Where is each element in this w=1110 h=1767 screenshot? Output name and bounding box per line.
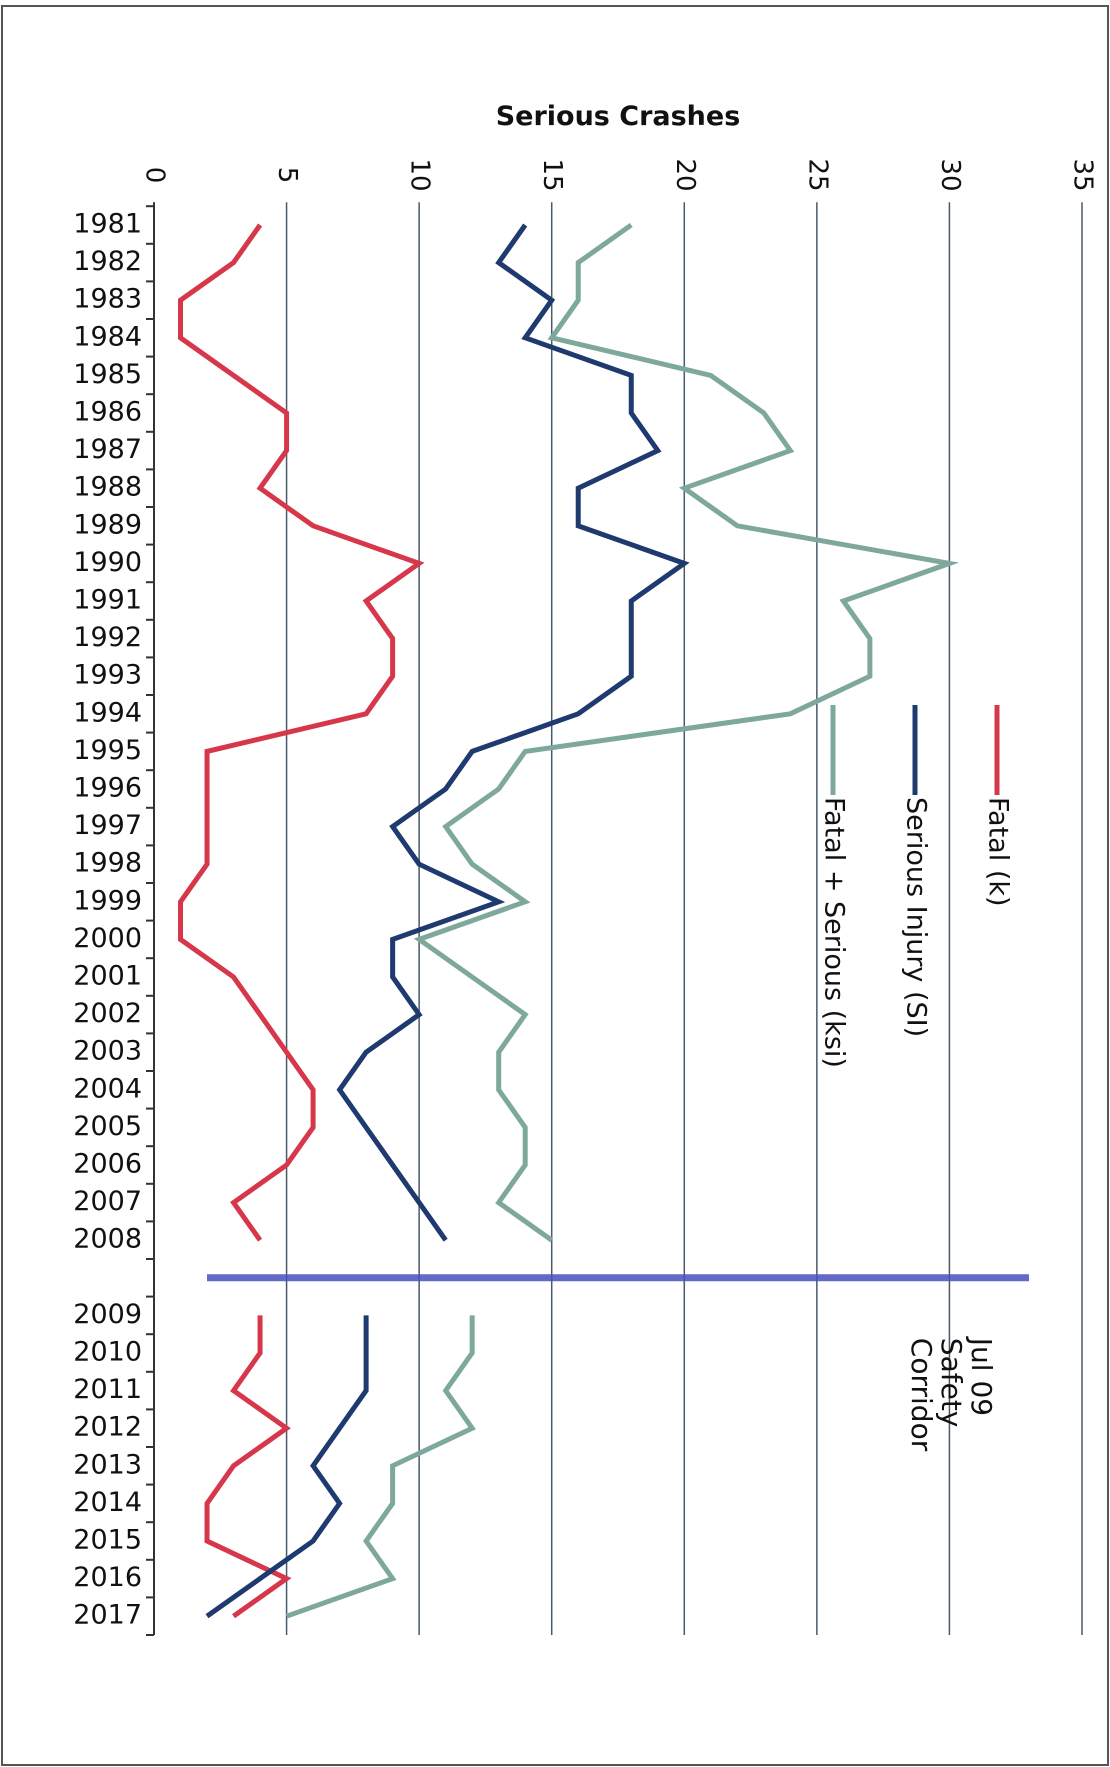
category-label: 1991 — [73, 585, 142, 616]
category-label: 2016 — [73, 1562, 142, 1593]
category-label: 1985 — [73, 359, 142, 390]
series-line — [285, 1315, 476, 1619]
category-label: 2011 — [73, 1374, 142, 1405]
category-label: 1998 — [73, 848, 142, 879]
value-tick-label: 25 — [802, 158, 832, 191]
category-label: 1990 — [73, 547, 142, 578]
category-label: 1981 — [73, 209, 142, 240]
category-label: 2006 — [73, 1149, 142, 1180]
series-line — [204, 1315, 292, 1619]
category-label: 2003 — [73, 1036, 142, 1067]
category-label: 2000 — [73, 923, 142, 954]
category-label: 1987 — [73, 434, 142, 465]
series-line — [178, 223, 425, 1242]
category-label: 1983 — [73, 284, 142, 315]
category-label: 1992 — [73, 622, 142, 653]
category-label: 1986 — [73, 397, 142, 428]
value-tick-label: 20 — [670, 158, 700, 191]
legend-label: Serious Injury (SI) — [901, 797, 932, 1037]
category-label: 2009 — [73, 1299, 142, 1330]
category-label: 1997 — [73, 810, 142, 841]
category-label: 1988 — [73, 472, 142, 503]
series-line — [205, 1315, 369, 1619]
value-tick-label: 15 — [537, 158, 567, 191]
category-label: 1984 — [73, 321, 142, 352]
frame — [1, 5, 1109, 1766]
annotation: Jul 09 — [965, 1336, 998, 1416]
legend-label: Fatal (k) — [983, 797, 1014, 907]
category-label: 2004 — [73, 1073, 142, 1104]
category-label: 2017 — [73, 1600, 142, 1631]
legend-label: Fatal + Serious (ksi) — [819, 797, 850, 1068]
series-line — [336, 223, 690, 1242]
value-tick-label: 30 — [935, 158, 965, 191]
category-label: 2008 — [73, 1224, 142, 1255]
category-label: 1994 — [73, 697, 142, 728]
category-label: 1996 — [73, 773, 142, 804]
chart-title: Serious Crashes — [496, 101, 741, 132]
value-tick-label: 35 — [1068, 158, 1098, 191]
category-label: 1999 — [73, 885, 142, 916]
series-line — [413, 222, 960, 1243]
value-tick-label: 5 — [272, 167, 302, 184]
category-label: 2012 — [73, 1412, 142, 1443]
category-label: 2002 — [73, 998, 142, 1029]
value-tick-label: 0 — [140, 167, 170, 184]
category-label: 2013 — [73, 1449, 142, 1480]
category-label: 1993 — [73, 660, 142, 691]
category-label: 2014 — [73, 1487, 142, 1518]
category-label: 1982 — [73, 246, 142, 277]
category-label: 1989 — [73, 509, 142, 540]
category-label: 2001 — [73, 961, 142, 992]
category-label: 2007 — [73, 1186, 142, 1217]
category-label: 2005 — [73, 1111, 142, 1142]
annotation: Safety — [935, 1338, 968, 1428]
category-label: 1995 — [73, 735, 142, 766]
category-label: 2010 — [73, 1337, 142, 1368]
category-label: 2015 — [73, 1525, 142, 1556]
annotation: Corridor — [905, 1338, 938, 1452]
value-tick-label: 10 — [405, 158, 435, 191]
